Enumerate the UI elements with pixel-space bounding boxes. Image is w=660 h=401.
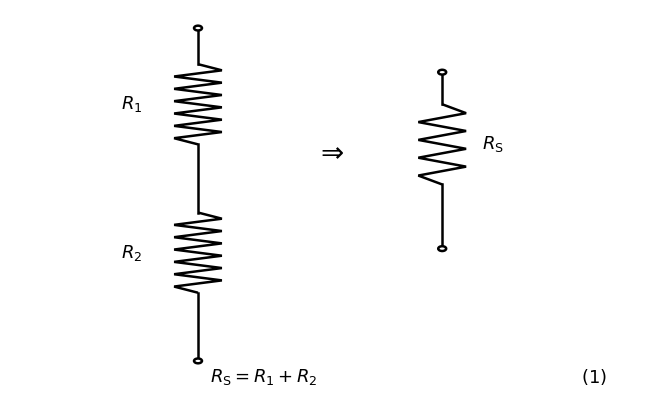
Circle shape — [438, 70, 446, 75]
Circle shape — [194, 358, 202, 363]
Circle shape — [194, 26, 202, 30]
Circle shape — [438, 246, 446, 251]
Text: $R_1$: $R_1$ — [121, 94, 143, 114]
Text: $R_\mathrm{S} = R_1 + R_2$: $R_\mathrm{S} = R_1 + R_2$ — [211, 367, 317, 387]
Text: $R_\mathrm{S}$: $R_\mathrm{S}$ — [482, 134, 504, 154]
Text: $R_2$: $R_2$ — [121, 243, 143, 263]
Text: $(1)$: $(1)$ — [581, 367, 607, 387]
Text: $\Rightarrow$: $\Rightarrow$ — [315, 139, 345, 166]
